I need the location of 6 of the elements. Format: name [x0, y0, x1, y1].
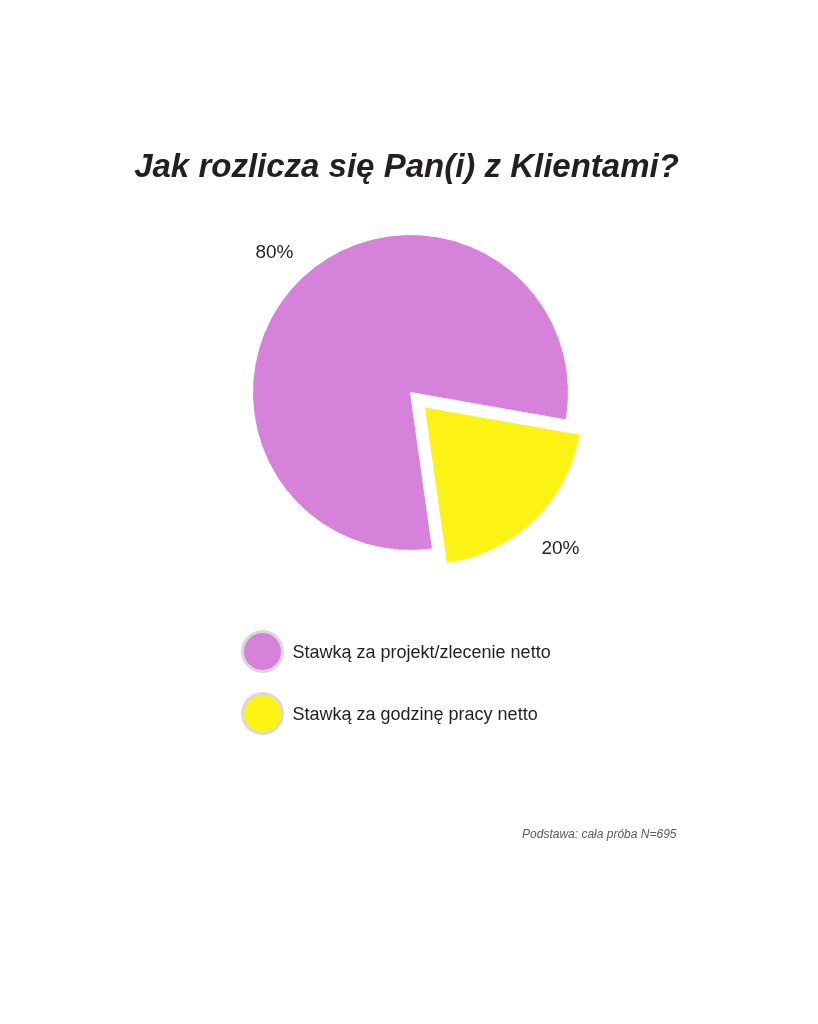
data-label: 20%	[541, 537, 580, 559]
text: Podstawa: cała próba N=695	[522, 826, 677, 841]
legend-label: Stawką za godzinę pracy netto	[292, 703, 538, 724]
legend-label: Stawką za projekt/zlecenie netto	[292, 641, 551, 662]
data-label: 80%	[255, 241, 294, 263]
chart-title: Jak rozlicza się Pan(i) z Klientami?	[134, 147, 679, 184]
